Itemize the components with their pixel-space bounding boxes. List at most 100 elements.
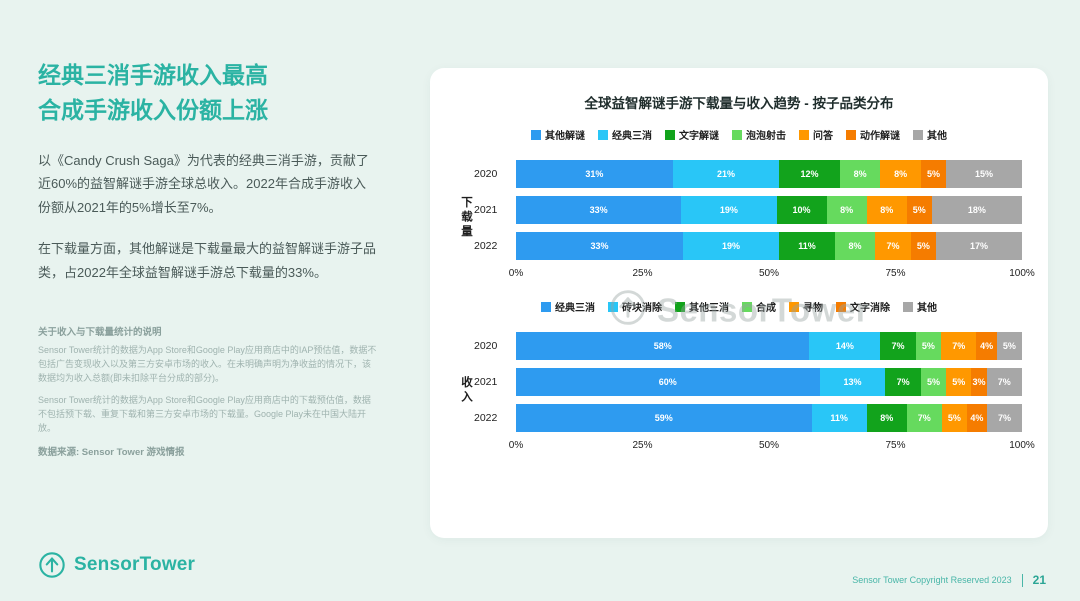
year-label: 2020 [474,168,498,180]
year-label: 2020 [474,340,498,352]
bar-segment: 11% [779,232,835,260]
bar-segment: 31% [516,160,673,188]
x-axis-tick: 75% [885,440,906,451]
year-label: 2021 [474,376,498,388]
legend-item: 其他 [913,127,947,142]
bar-segment-label: 15% [975,169,994,179]
bar-segment-label: 17% [969,241,988,251]
bar-segment-label: 5% [952,377,966,387]
legend-swatch-icon [836,301,846,312]
legend-item: 其他 [903,299,937,314]
x-axis-tick: 50% [758,440,780,451]
bar-segment: 8% [826,196,867,224]
bar-segment-label: 13% [843,377,862,387]
legend-label: 寻物 [803,303,823,314]
bar-segment-label: 5% [912,205,926,215]
bar-segment: 60% [516,368,820,396]
x-axis: 0% 25% 50% 75% 100% [509,268,1035,284]
x-axis-tick: 25% [632,440,653,451]
legend-item: 问答 [799,127,833,142]
bar-segment-label: 5% [921,341,935,351]
bar-segment: 7% [880,332,916,360]
bar-segment: 4% [976,332,997,360]
bar-track: 60% 13% 7% 5% 5% 3% 7% [516,368,1022,396]
bar-segment-label: 8% [840,205,854,215]
bar-segment-label: 5% [1002,341,1016,351]
bar-segment-label: 19% [722,241,741,251]
x-axis: 0% 25% 50% 75% 100% [509,440,1035,456]
legend-item: 其他三消 [675,299,729,314]
bar-segment: 3% [971,368,987,396]
bar-segment-label: 31% [585,169,604,179]
legend-item: 动作解谜 [846,127,900,142]
note-paragraph: Sensor Tower统计的数据为App Store和Google Play应… [38,344,377,383]
bar-row: 2020 58% 14% 7% 5% 7% 4% 5% [474,332,1022,360]
bar-segment-label: 19% [719,205,738,215]
bar-segment: 7% [885,368,921,396]
bar-segment-label: 5% [916,241,930,251]
bar-segment-label: 5% [926,377,940,387]
bar-segment: 5% [946,368,972,396]
legend-label: 其他三消 [689,303,729,314]
bar-segment-label: 7% [997,413,1011,423]
bar-segment-label: 59% [654,413,673,423]
bar-segment-label: 8% [880,205,894,215]
bar-track: 31% 21% 12% 8% 8% 5% 15% [516,160,1022,188]
x-axis-tick: 0% [508,268,524,279]
chart-title: 全球益智解谜手游下载量与收入趋势 - 按子品类分布 [584,96,894,111]
bar-segment-label: 7% [891,341,905,351]
x-axis-tick: 75% [885,268,906,279]
bar-segment: 21% [672,160,780,188]
bar-segment: 7% [906,404,942,432]
bar-segment: 5% [915,332,942,360]
legend-label: 文字消除 [850,303,890,314]
bar-track: 59% 11% 8% 7% 5% 4% 7% [516,404,1022,432]
bar-rows: 2020 58% 14% 7% 5% 7% 4% 5% 2021 60% 13% 7% 5% 5% 3% 7%… [474,324,1035,456]
legend-swatch-icon [608,301,618,312]
bar-segment-label: 5% [926,169,940,179]
bar-segment: 10% [776,196,827,224]
bar-segment: 4% [966,404,987,432]
bar-segment: 5% [910,232,936,260]
legend-item: 文字解谜 [665,127,719,142]
bar-segment-label: 14% [835,341,854,351]
bar-segment-label: 8% [853,169,867,179]
body-paragraph: 在下载量方面，其他解谜是下载量最大的益智解谜手游子品类，占2022年全球益智解谜… [38,241,377,280]
legend-label: 问答 [813,131,833,142]
legend-downloads: 其他解谜 经典三消 文字解谜 泡泡射击 问答 动作解谜 其他 [456,127,1022,142]
x-axis-tick: 25% [632,268,653,279]
bar-segment-label: 7% [952,341,966,351]
bar-segment-label: 7% [997,377,1011,387]
bar-rows: 2020 31% 21% 12% 8% 8% 5% 15% 2021 33% 19% 10% 8% 8% 5… [474,152,1035,284]
bar-segment: 19% [682,232,780,260]
legend-label: 泡泡射击 [746,131,786,142]
legend-item: 合成 [742,299,776,314]
axis-group-label: 收入 [460,375,472,405]
bar-segment: 8% [866,196,907,224]
legend-label: 动作解谜 [860,131,900,142]
bar-segment: 7% [941,332,977,360]
bar-segment-label: 4% [970,413,984,423]
footer: Sensor Tower Copyright Reserved 2023 21 [852,573,1046,587]
bar-segment-label: 12% [800,169,819,179]
bar-segment: 5% [941,404,967,432]
legend-swatch-icon [665,129,675,140]
legend-swatch-icon [541,301,551,312]
note-paragraph: Sensor Tower统计的数据为App Store和Google Play应… [38,394,371,433]
body-paragraph: 以《Candy Crush Saga》为代表的经典三消手游，贡献了近60%的益智… [38,153,369,215]
bar-segment: 58% [516,332,810,360]
data-source: 数据来源: Sensor Tower 游戏情报 [38,446,185,458]
bar-segment: 5% [996,332,1022,360]
bar-segment: 15% [946,160,1022,188]
bar-segment: 7% [875,232,911,260]
bar-segment: 7% [986,404,1022,432]
legend-swatch-icon [742,301,752,312]
bar-track: 58% 14% 7% 5% 7% 4% 5% [516,332,1022,360]
bar-segment-label: 18% [967,205,986,215]
legend-swatch-icon [732,129,742,140]
bar-segment-label: 33% [590,241,609,251]
x-axis-tick: 100% [1009,268,1035,279]
bar-track: 33% 19% 10% 8% 8% 5% 18% [516,196,1022,224]
legend-revenue: 经典三消 砖块消除 其他三消 合成 寻物 文字消除 其他 [456,299,1022,314]
legend-label: 经典三消 [555,303,595,314]
